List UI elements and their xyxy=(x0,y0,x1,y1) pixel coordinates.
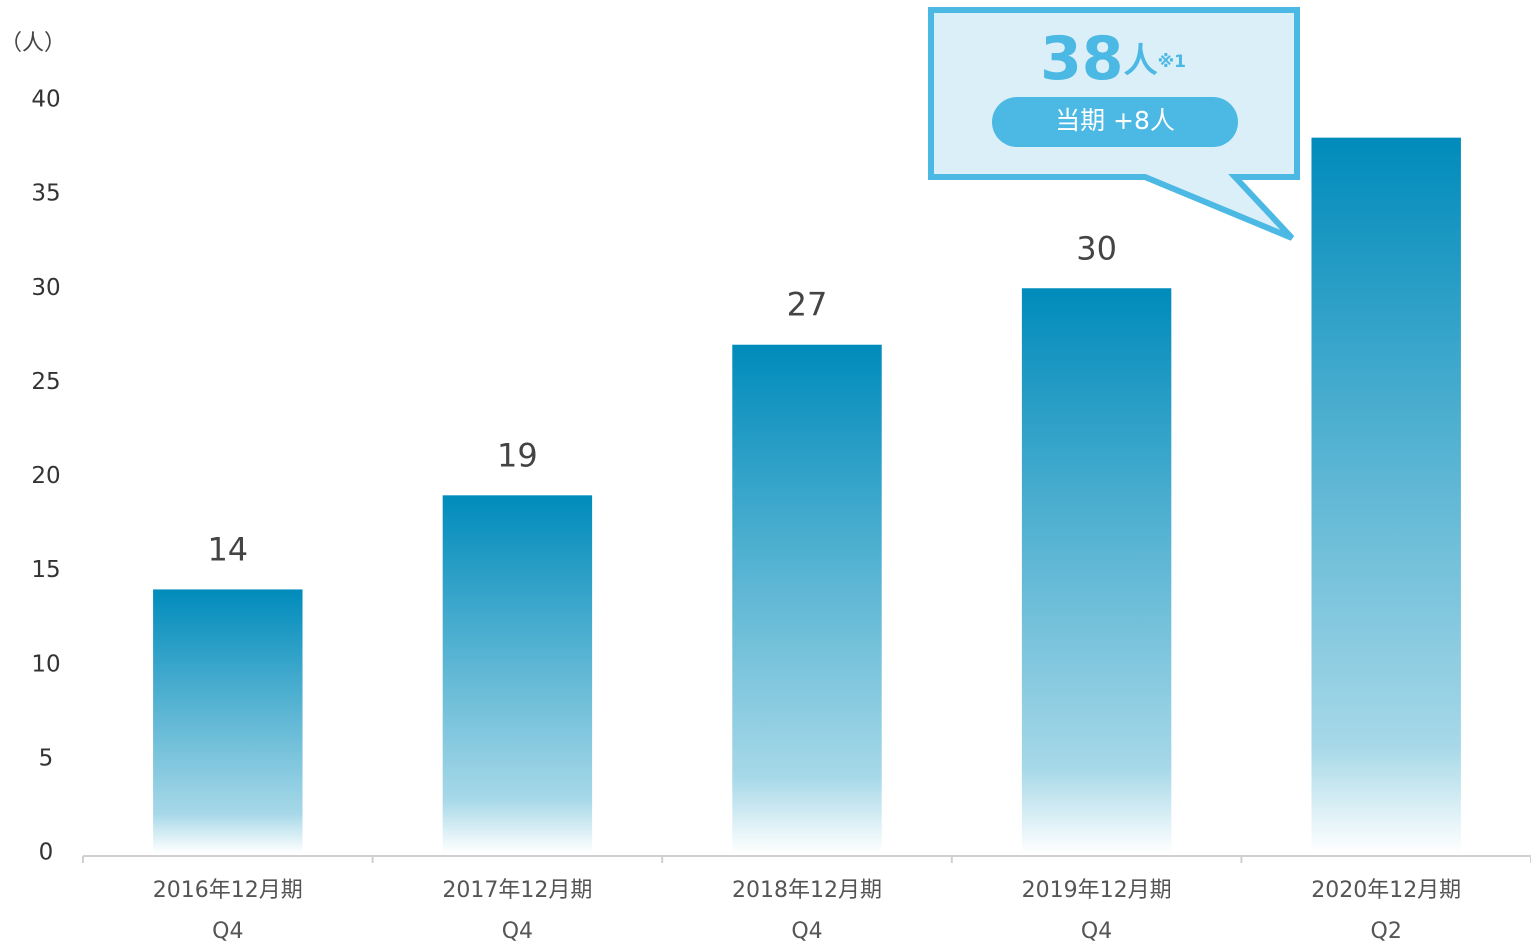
x-tick-label: Q2 xyxy=(1371,919,1402,944)
y-unit-label: （人） xyxy=(0,31,66,56)
bar xyxy=(1311,137,1461,853)
callout-note: ※1 xyxy=(1158,52,1186,72)
bar xyxy=(442,495,593,853)
x-tick-label: Q4 xyxy=(502,919,533,944)
callout-value: 38人※1 xyxy=(1040,24,1186,94)
callout-change: 当期 +8人 xyxy=(1055,106,1175,135)
y-tick-label: 35 xyxy=(31,181,60,207)
bar xyxy=(732,344,882,853)
callout-pill xyxy=(992,97,1238,147)
callout-number: 38 xyxy=(1040,24,1124,94)
bar xyxy=(1021,288,1172,853)
x-tick-label: 2017年12月期 xyxy=(442,878,592,903)
y-tick-label: 5 xyxy=(39,745,54,771)
bar xyxy=(153,589,303,853)
data-label: 30 xyxy=(1076,229,1117,267)
data-label: 14 xyxy=(207,530,248,568)
y-tick-label: 25 xyxy=(31,369,60,395)
y-tick-label: 20 xyxy=(31,463,60,489)
x-tick-label: 2019年12月期 xyxy=(1022,878,1172,903)
y-tick-label: 30 xyxy=(31,275,60,301)
x-tick-label: Q4 xyxy=(791,919,822,944)
data-label: 27 xyxy=(787,286,828,324)
y-tick-label: 0 xyxy=(39,840,54,866)
x-tick-label: Q4 xyxy=(212,919,243,944)
x-tick-label: Q4 xyxy=(1081,919,1112,944)
y-tick-label: 10 xyxy=(31,651,60,677)
x-tick-label: 2020年12月期 xyxy=(1311,878,1461,903)
x-tick-label: 2016年12月期 xyxy=(153,878,303,903)
callout-unit: 人 xyxy=(1124,41,1158,81)
y-tick-label: 15 xyxy=(31,557,60,583)
y-tick-label: 40 xyxy=(31,87,60,113)
data-label: 19 xyxy=(497,436,538,474)
x-tick-label: 2018年12月期 xyxy=(732,878,882,903)
